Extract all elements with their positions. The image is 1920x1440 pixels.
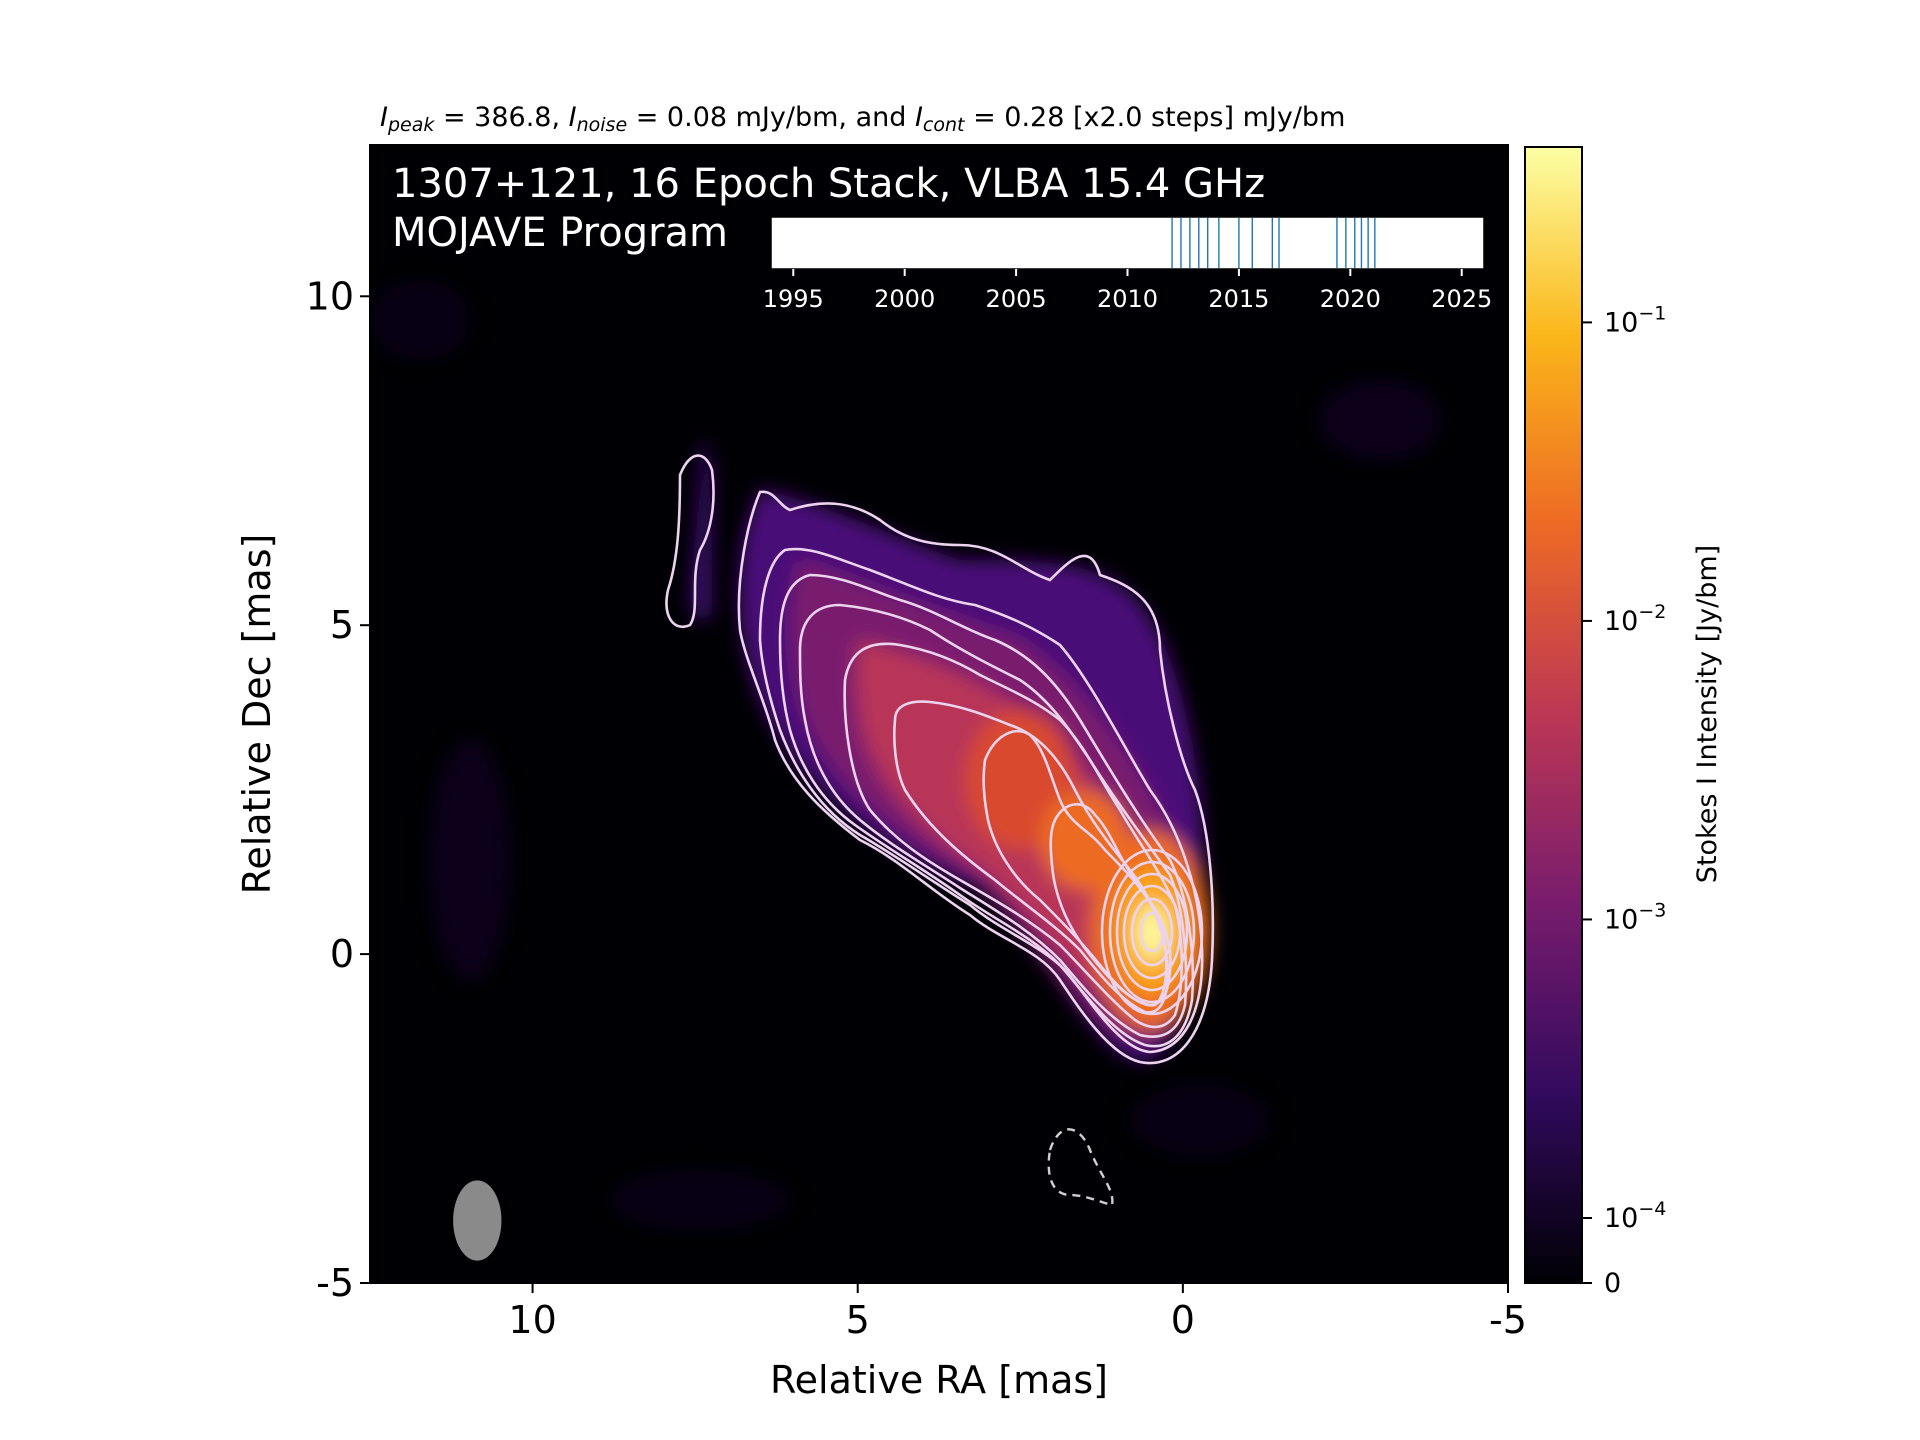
x-axis-label: Relative RA [mas]: [770, 1358, 1108, 1402]
colorbar-tick-label: 10−1: [1604, 302, 1666, 338]
contour-level-11: [1115, 872, 1189, 992]
contour-level-9: [1100, 848, 1204, 1016]
colorbar-tick-label: 0: [1604, 1268, 1621, 1299]
timeline-tick-label: 2000: [874, 285, 935, 313]
timeline-tick-label: 2015: [1208, 285, 1269, 313]
y-tick-label: 10: [306, 274, 354, 318]
y-axis-label: Relative Dec [mas]: [235, 534, 279, 895]
colorbar-fill: [1524, 146, 1583, 1284]
x-tick-label: 5: [846, 1298, 870, 1342]
source-title: 1307+121, 16 Epoch Stack, VLBA 15.4 GHz: [392, 161, 1265, 207]
contour-level-14: [1139, 911, 1165, 953]
timeline-tick-label: 2025: [1431, 285, 1492, 313]
epoch-lines: [1171, 218, 1376, 268]
x-tick-label: 0: [1171, 1298, 1195, 1342]
beam-ellipse: [453, 1180, 502, 1261]
x-tick-label: -5: [1489, 1298, 1527, 1342]
plot-frame: [369, 144, 1509, 1284]
colorbar-label: Stokes I Intensity [Jy/bm]: [1692, 545, 1723, 883]
x-axis-ticks: 10 5 0 -5: [508, 1283, 1527, 1342]
timeline-frame: [770, 216, 1485, 270]
contours: [665, 454, 1215, 1207]
contour-level-10: [1108, 860, 1196, 1004]
x-tick-label: 10: [508, 1298, 556, 1342]
timeline-tick-label: 2010: [1097, 285, 1158, 313]
program-title: MOJAVE Program: [392, 210, 728, 256]
contour-level-3: [778, 573, 1195, 1048]
timeline-tick-label: 2005: [986, 285, 1047, 313]
colorbar-tick-label: 10−2: [1604, 601, 1666, 637]
colorbar: 0 10−4 10−3 10−2 10−1 Stokes I Intensity [Jy…: [1524, 146, 1723, 1299]
jet-emission: [690, 440, 1210, 1061]
contour-level-1-island: [665, 454, 715, 628]
contour-level-8: [1049, 803, 1172, 1007]
y-tick-label: 0: [330, 932, 354, 976]
timeline-tick-label: 1995: [763, 285, 824, 313]
noise-blobs: [370, 280, 1440, 1230]
y-tick-label: -5: [316, 1261, 354, 1305]
timeline-ticks: 1995 2000 2005 2010 2015 2020 2025: [763, 269, 1492, 313]
colorbar-tick-label: 10−3: [1604, 899, 1666, 935]
intensity-header: Ipeak = 386.8, Inoise = 0.08 mJy/bm, and…: [380, 102, 1345, 136]
image-plot: 10 5 0 -5 -5 0 5 10: [306, 144, 1527, 1342]
colorbar-tick-label: 10−4: [1604, 1198, 1666, 1234]
contour-level-5: [843, 642, 1184, 1029]
contour-level-13: [1130, 897, 1174, 967]
contour-level-4: [798, 603, 1188, 1038]
timeline-tick-label: 2020: [1320, 285, 1381, 313]
y-tick-label: 5: [330, 603, 354, 647]
negative-contour: [1047, 1128, 1114, 1207]
epoch-timeline: 1995 2000 2005 2010 2015 2020 2025: [763, 216, 1492, 313]
contour-level-1: [737, 490, 1215, 1065]
contour-level-12: [1122, 884, 1182, 980]
colorbar-ticks: 0 10−4 10−3 10−2 10−1: [1582, 302, 1666, 1299]
y-axis-ticks: -5 0 5 10: [306, 274, 370, 1305]
